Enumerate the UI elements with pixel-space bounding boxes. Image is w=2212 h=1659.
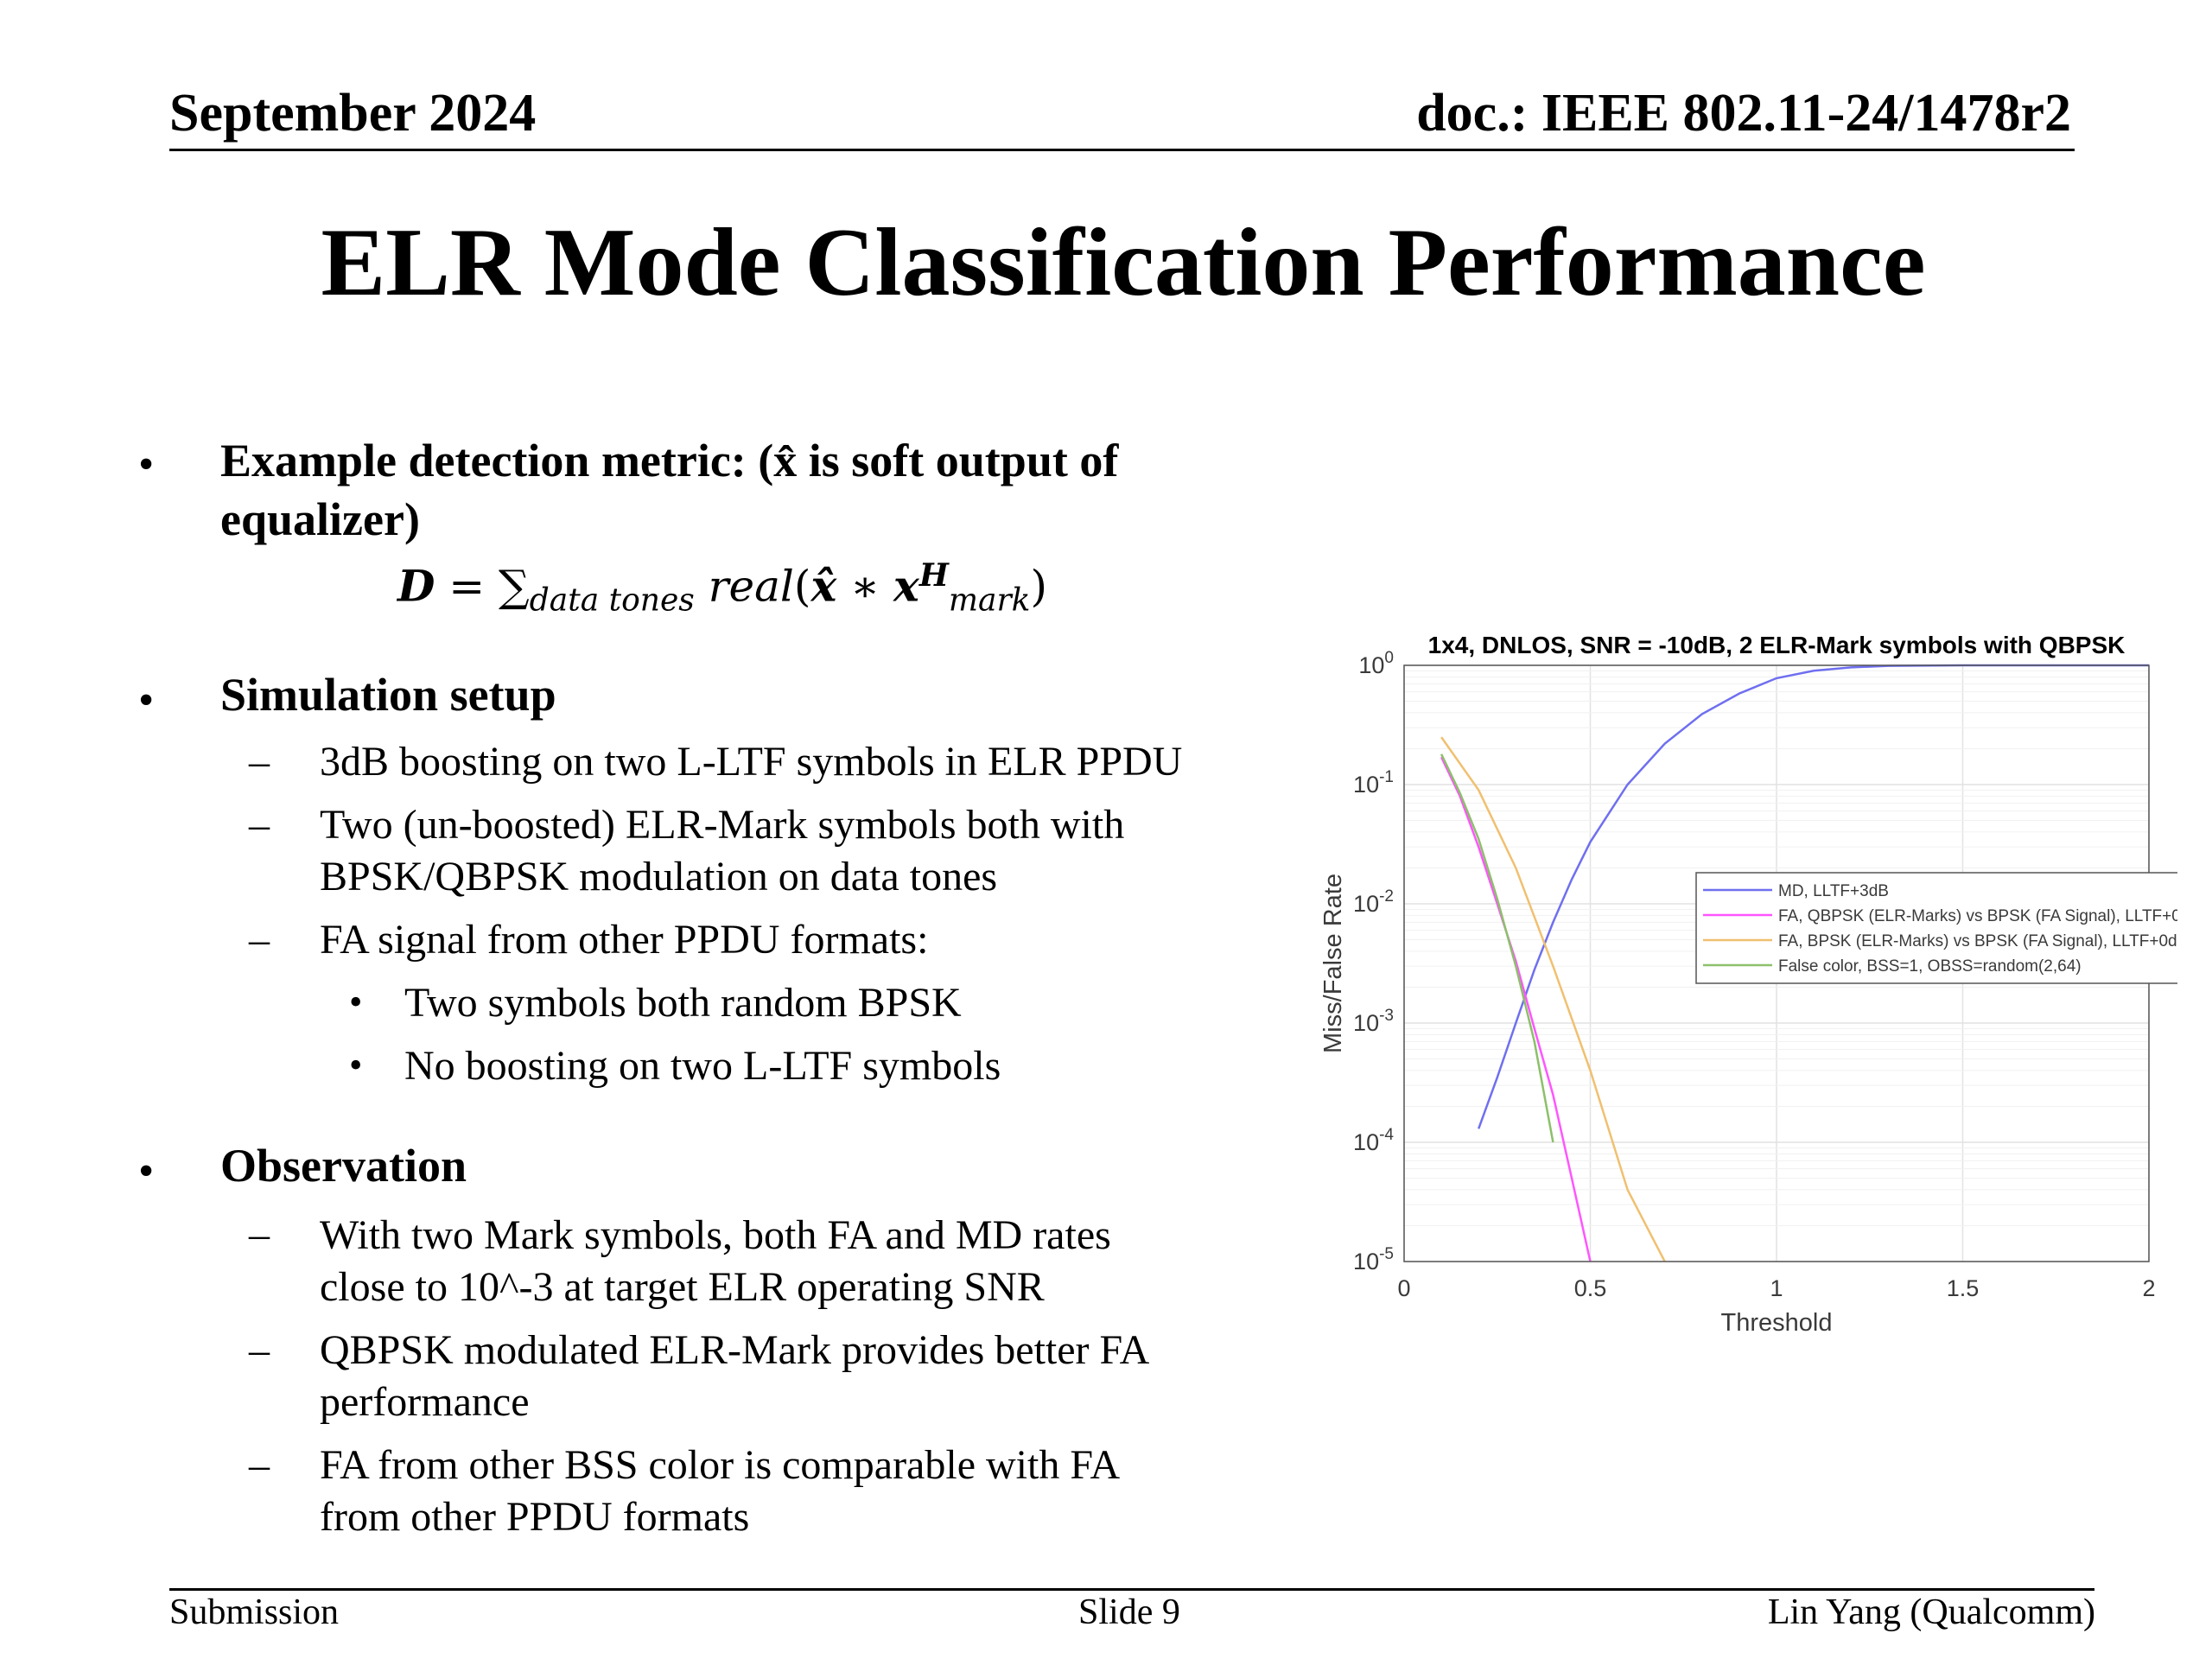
setup-subitem: Two symbols both random BPSK <box>404 980 962 1026</box>
legend-label-4: False color, BSS=1, OBSS=random(2,64) <box>1778 957 2082 976</box>
setup-item-continuation: BPSK/QBPSK modulation on data tones <box>320 854 998 899</box>
setup-item: Two (un-boosted) ELR-Mark symbols both w… <box>320 802 1125 848</box>
formula-real: real <box>694 561 794 612</box>
observation-item: With two Mark symbols, both FA and MD ra… <box>320 1212 1111 1258</box>
footer-slide-number: Slide 9 <box>1078 1592 1180 1632</box>
observation-item: FA from other BSS color is comparable wi… <box>320 1442 1121 1488</box>
header-rule <box>169 149 2075 151</box>
dash-marker: – <box>249 1442 270 1488</box>
formula-sum: = ∑ <box>435 561 530 612</box>
y-tick-label: 100 <box>1358 649 1394 678</box>
y-tick-label: 10-4 <box>1353 1126 1394 1155</box>
miss-false-rate-chart: 0 0.5 1 1.5 2 100 10-1 10-2 10-3 10-4 10-5 1x4, DNL… <box>1319 632 2177 1337</box>
formula-lhs: D <box>397 560 435 612</box>
footer-author: Lin Yang (Qualcomm) <box>1767 1592 2095 1632</box>
formula-x: x <box>893 560 919 612</box>
formula-subscript: mark <box>948 582 1031 619</box>
x-tick-label: 0.5 <box>1574 1275 1607 1301</box>
metric-line-2: equalizer) <box>220 493 420 545</box>
sub-bullet-marker: • <box>349 981 363 1023</box>
y-tick-label: 10-3 <box>1353 1007 1394 1036</box>
detection-metric-formula: D = ∑data tones real(x̂ ∗ xHmark) <box>397 560 1047 617</box>
metric-line-1: Example detection metric: (x̂ is soft ou… <box>220 435 1119 486</box>
dash-marker: – <box>249 1211 270 1257</box>
series-line-3 <box>1440 736 1666 1262</box>
y-tick-label: 10-5 <box>1353 1245 1394 1274</box>
x-axis-label: Threshold <box>1721 1309 1833 1337</box>
observation-item: QBPSK modulated ELR-Mark provides better… <box>320 1327 1150 1373</box>
chart-title: 1x4, DNLOS, SNR = -10dB, 2 ELR-Mark symb… <box>1428 632 2126 658</box>
x-tick-label: 1 <box>1770 1275 1783 1301</box>
setup-subitem: No boosting on two L-LTF symbols <box>404 1043 1001 1089</box>
x-tick-label: 0 <box>1397 1275 1410 1301</box>
observation-item-continuation: from other PPDU formats <box>320 1494 750 1540</box>
x-tick-label: 2 <box>2142 1275 2155 1301</box>
setup-heading: Simulation setup <box>220 669 556 721</box>
slide-title: ELR Mode Classification Performance <box>321 209 1926 316</box>
dash-marker: – <box>249 802 270 848</box>
y-axis-label: Miss/False Rate <box>1319 874 1347 1053</box>
observation-item-continuation: performance <box>320 1379 530 1425</box>
legend-label-1: MD, LLTF+3dB <box>1778 882 1889 900</box>
series-line-4 <box>1440 753 1554 1143</box>
observation-heading: Observation <box>220 1140 467 1192</box>
header-doc-id: doc.: IEEE 802.11-24/1478r2 <box>1416 84 2071 143</box>
formula-close-paren: ) <box>1030 561 1047 612</box>
dash-marker: – <box>249 1327 270 1373</box>
bullet-marker: • <box>138 1147 155 1196</box>
formula-xhat: x̂ <box>810 560 837 612</box>
bullet-marker: • <box>138 676 155 725</box>
x-tick-label: 1.5 <box>1947 1275 1980 1301</box>
header-date: September 2024 <box>169 84 537 143</box>
legend-label-2: FA, QBPSK (ELR-Marks) vs BPSK (FA Signal… <box>1778 907 2177 925</box>
bullet-marker: • <box>138 440 155 489</box>
y-tick-label: 10-1 <box>1353 768 1394 798</box>
footer-rule <box>169 1588 2094 1591</box>
chart-legend <box>1695 872 2177 984</box>
formula-operator: ∗ <box>836 561 894 612</box>
footer-submission: Submission <box>169 1592 340 1632</box>
setup-item: FA signal from other PPDU formats: <box>320 917 929 963</box>
formula-sum-subscript: data tones <box>529 582 695 619</box>
dash-marker: – <box>249 917 270 963</box>
observation-item-continuation: close to 10^-3 at target ELR operating S… <box>320 1264 1045 1310</box>
sub-bullet-marker: • <box>349 1044 363 1086</box>
formula-open-paren: ( <box>793 561 811 612</box>
series-line-2 <box>1440 756 1592 1262</box>
legend-label-3: FA, BPSK (ELR-Marks) vs BPSK (FA Signal)… <box>1778 932 2177 950</box>
dash-marker: – <box>249 739 270 785</box>
setup-item: 3dB boosting on two L-LTF symbols in ELR… <box>320 739 1183 785</box>
y-tick-label: 10-2 <box>1353 887 1394 917</box>
formula-superscript: H <box>918 557 949 594</box>
